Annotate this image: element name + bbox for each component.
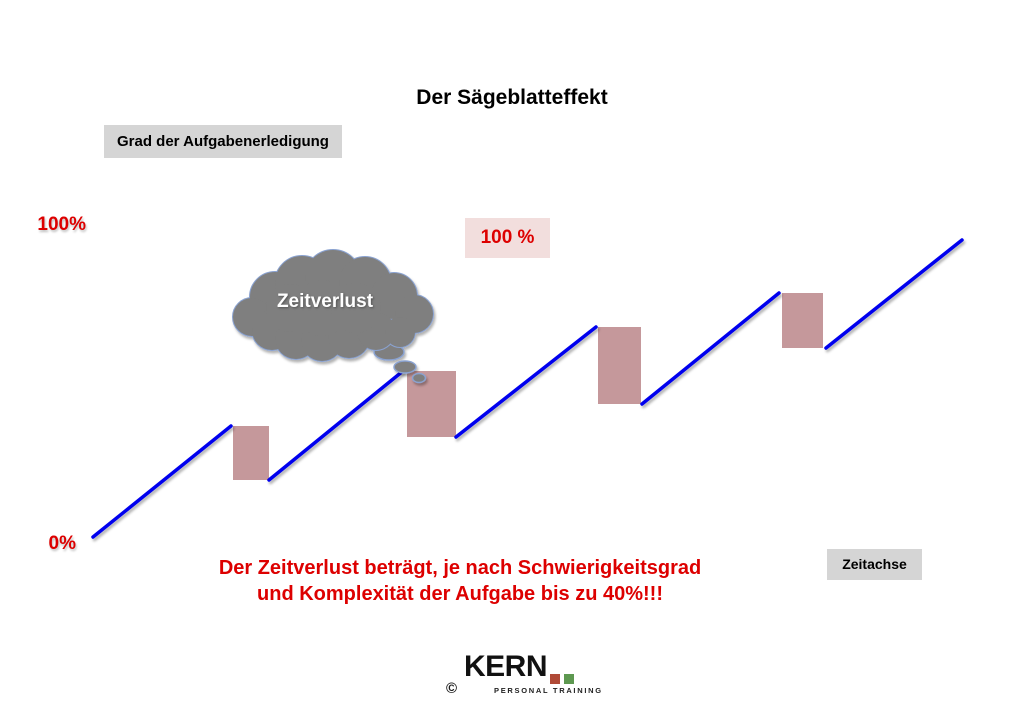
progress-segment — [640, 291, 781, 406]
progress-segment — [91, 424, 233, 539]
time-loss-rect — [782, 293, 823, 348]
caption: Der Zeitverlust beträgt, je nach Schwier… — [110, 555, 810, 607]
x-axis-label-box: Zeitachse — [827, 549, 922, 580]
thought-bubble-icon — [411, 372, 427, 384]
y-axis-100-label: 100% — [37, 214, 86, 235]
caption-line-1: Der Zeitverlust beträgt, je nach Schwier… — [218, 557, 702, 579]
caption-line-2: und Komplexität der Aufgabe bis zu 40%!!… — [257, 583, 663, 605]
thought-cloud-icon — [232, 249, 434, 384]
copyright-symbol: © — [446, 680, 458, 697]
y-axis-label-box: Grad der Aufgabenerledigung — [104, 125, 342, 158]
logo-subtitle: PERSONAL TRAINING — [494, 686, 603, 695]
cloud-bump-fill — [331, 283, 381, 333]
thought-bubble-icon — [393, 360, 417, 374]
cloud-label: Zeitverlust — [276, 291, 374, 312]
page-title: Der Sägeblatteffekt — [416, 86, 608, 109]
kern-logo: © KERN PERSONAL TRAINING — [440, 650, 610, 702]
time-loss-rect — [598, 327, 641, 404]
progress-segment — [454, 325, 598, 439]
logo-red-square-icon — [550, 674, 560, 684]
progress-segment — [824, 238, 964, 350]
y-axis-0-label: 0% — [48, 533, 76, 554]
time-loss-rect — [233, 426, 269, 480]
hundred-percent-box: 100 % — [465, 218, 550, 258]
logo-green-square-icon — [564, 674, 574, 684]
progress-segment — [267, 369, 405, 482]
logo-brand-text: KERN — [464, 650, 548, 683]
cloud-bump-fill — [385, 317, 415, 347]
